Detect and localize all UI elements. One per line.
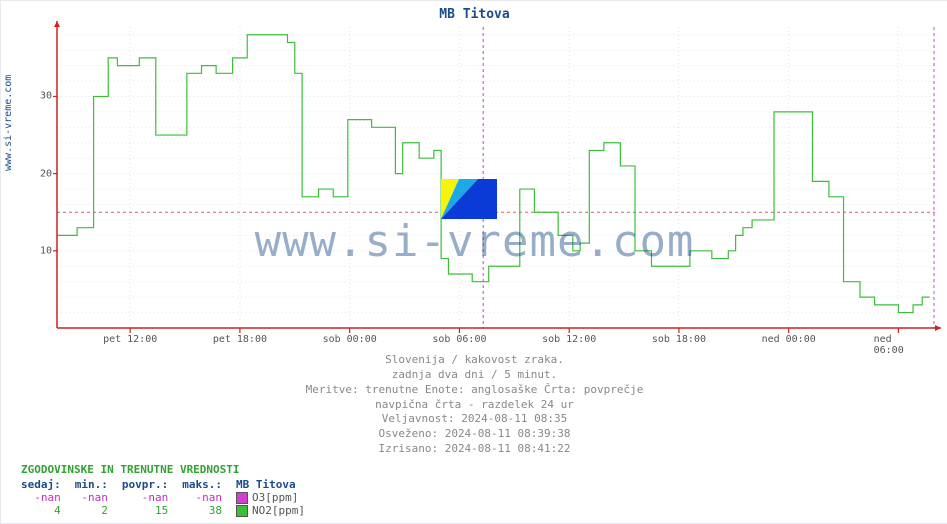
hist-col: min.: — [75, 478, 122, 491]
y-tick-label: 30 — [40, 91, 52, 102]
meta-line: navpična črta - razdelek 24 ur — [1, 398, 947, 413]
hist-cell: 15 — [122, 504, 182, 517]
hist-col: maks.: — [182, 478, 236, 491]
x-tick-label: ned 06:00 — [874, 334, 924, 356]
hist-cell: 2 — [75, 504, 122, 517]
hist-col: sedaj: — [21, 478, 75, 491]
history-heading: ZGODOVINSKE IN TRENUTNE VREDNOSTI — [21, 463, 319, 476]
meta-line: Veljavnost: 2024-08-11 08:35 — [1, 412, 947, 427]
history-table: sedaj:min.:povpr.:maks.:MB Titova -nan-n… — [21, 478, 319, 517]
watermark-logo — [441, 179, 497, 219]
x-tick-label: sob 12:00 — [542, 334, 596, 345]
x-tick-label: sob 06:00 — [432, 334, 486, 345]
y-tick-label: 10 — [40, 245, 52, 256]
x-tick-label: pet 12:00 — [103, 334, 157, 345]
hist-chart-name: MB Titova — [236, 478, 319, 491]
hist-cell: 4 — [21, 504, 75, 517]
meta-block: Slovenija / kakovost zraka.zadnja dva dn… — [1, 353, 947, 457]
y-side-label: www.si-vreme.com — [3, 75, 14, 171]
x-tick-label: sob 18:00 — [652, 334, 706, 345]
x-tick-label: pet 18:00 — [213, 334, 267, 345]
plot-svg — [57, 27, 935, 328]
y-tick-label: 20 — [40, 168, 52, 179]
hist-cell: 38 — [182, 504, 236, 517]
table-row: 421538NO2[ppm] — [21, 504, 319, 517]
hist-cell: -nan — [122, 491, 182, 504]
hist-series-label: NO2[ppm] — [236, 504, 319, 517]
meta-line: Slovenija / kakovost zraka. — [1, 353, 947, 368]
meta-line: Meritve: trenutne Enote: anglosaške Črta… — [1, 383, 947, 398]
history-block: ZGODOVINSKE IN TRENUTNE VREDNOSTI sedaj:… — [21, 463, 319, 517]
x-tick-label: sob 00:00 — [323, 334, 377, 345]
meta-line: Osveženo: 2024-08-11 08:39:38 — [1, 427, 947, 442]
plot-area — [57, 27, 935, 328]
hist-cell: -nan — [21, 491, 75, 504]
meta-line: zadnja dva dni / 5 minut. — [1, 368, 947, 383]
x-tick-label: ned 00:00 — [762, 334, 816, 345]
meta-line: Izrisano: 2024-08-11 08:41:22 — [1, 442, 947, 457]
hist-series-label: O3[ppm] — [236, 491, 319, 504]
chart-title: MB Titova — [1, 7, 947, 22]
hist-cell: -nan — [75, 491, 122, 504]
chart-container: MB Titova www.si-vreme.com www.si-vreme.… — [0, 0, 947, 524]
hist-col: povpr.: — [122, 478, 182, 491]
hist-cell: -nan — [182, 491, 236, 504]
table-row: -nan-nan-nan-nanO3[ppm] — [21, 491, 319, 504]
